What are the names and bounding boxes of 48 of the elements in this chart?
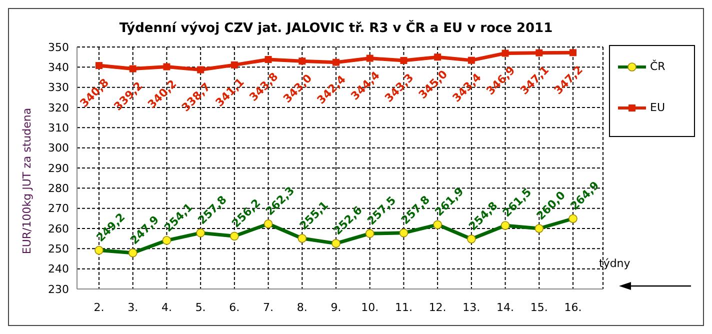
x-tick-label: 2. — [94, 300, 104, 314]
y-tick-label: 290 — [48, 162, 69, 175]
point — [96, 62, 102, 70]
point — [230, 61, 238, 68]
chart-title: Týdenní vývoj CZV jat. JALOVIC tř. R3 v ČR a EU v roce 2011 — [118, 21, 554, 36]
point — [264, 56, 272, 64]
point — [197, 66, 204, 74]
x-tick-label: 10. — [361, 300, 379, 314]
legend-label: EU — [650, 101, 666, 114]
x-tick-label: 14. — [496, 300, 514, 314]
y-tick-label: 270 — [48, 202, 69, 216]
x-tick-label: 16. — [564, 300, 582, 314]
point — [536, 49, 543, 56]
y-axis-title: EUR/100kg JUT za studena — [20, 108, 34, 254]
y-tick-label: 310 — [48, 122, 69, 135]
x-tick-label: 4. — [161, 300, 172, 314]
x-tick-label: 13. — [462, 300, 480, 314]
x-tick-label: 9. — [330, 300, 342, 314]
x-tick-label: 11. — [394, 300, 412, 314]
y-tick-label: 320 — [48, 101, 69, 114]
y-tick-label: 250 — [48, 242, 69, 256]
point — [400, 57, 408, 64]
point — [332, 58, 340, 66]
point — [298, 58, 306, 65]
point — [468, 56, 475, 64]
x-tick-label: 6. — [229, 300, 240, 314]
point — [502, 50, 509, 57]
x-tick-label: 12. — [428, 300, 446, 314]
y-tick-label: 280 — [48, 182, 69, 196]
y-tick-label: 240 — [48, 262, 69, 276]
y-tick-label: 350 — [48, 40, 69, 54]
point — [434, 54, 442, 61]
x-tick-label: 8. — [296, 300, 308, 314]
y-tick-label: 330 — [48, 81, 69, 94]
x-tick-label: 15. — [530, 300, 548, 314]
y-tick-label: 260 — [48, 222, 69, 236]
x-axis-title: týdny — [599, 257, 630, 270]
y-tick-label: 300 — [48, 142, 69, 155]
y-tick-label: 230 — [48, 282, 69, 296]
point — [163, 63, 170, 70]
x-tick-label: 3. — [128, 300, 138, 314]
point — [570, 49, 576, 56]
legend-label: ČR — [650, 60, 666, 73]
x-tick-label: 7. — [263, 300, 274, 314]
x-tick-label: 5. — [195, 300, 206, 314]
y-tick-label: 340 — [48, 61, 69, 74]
point — [129, 65, 136, 72]
point — [366, 54, 374, 62]
